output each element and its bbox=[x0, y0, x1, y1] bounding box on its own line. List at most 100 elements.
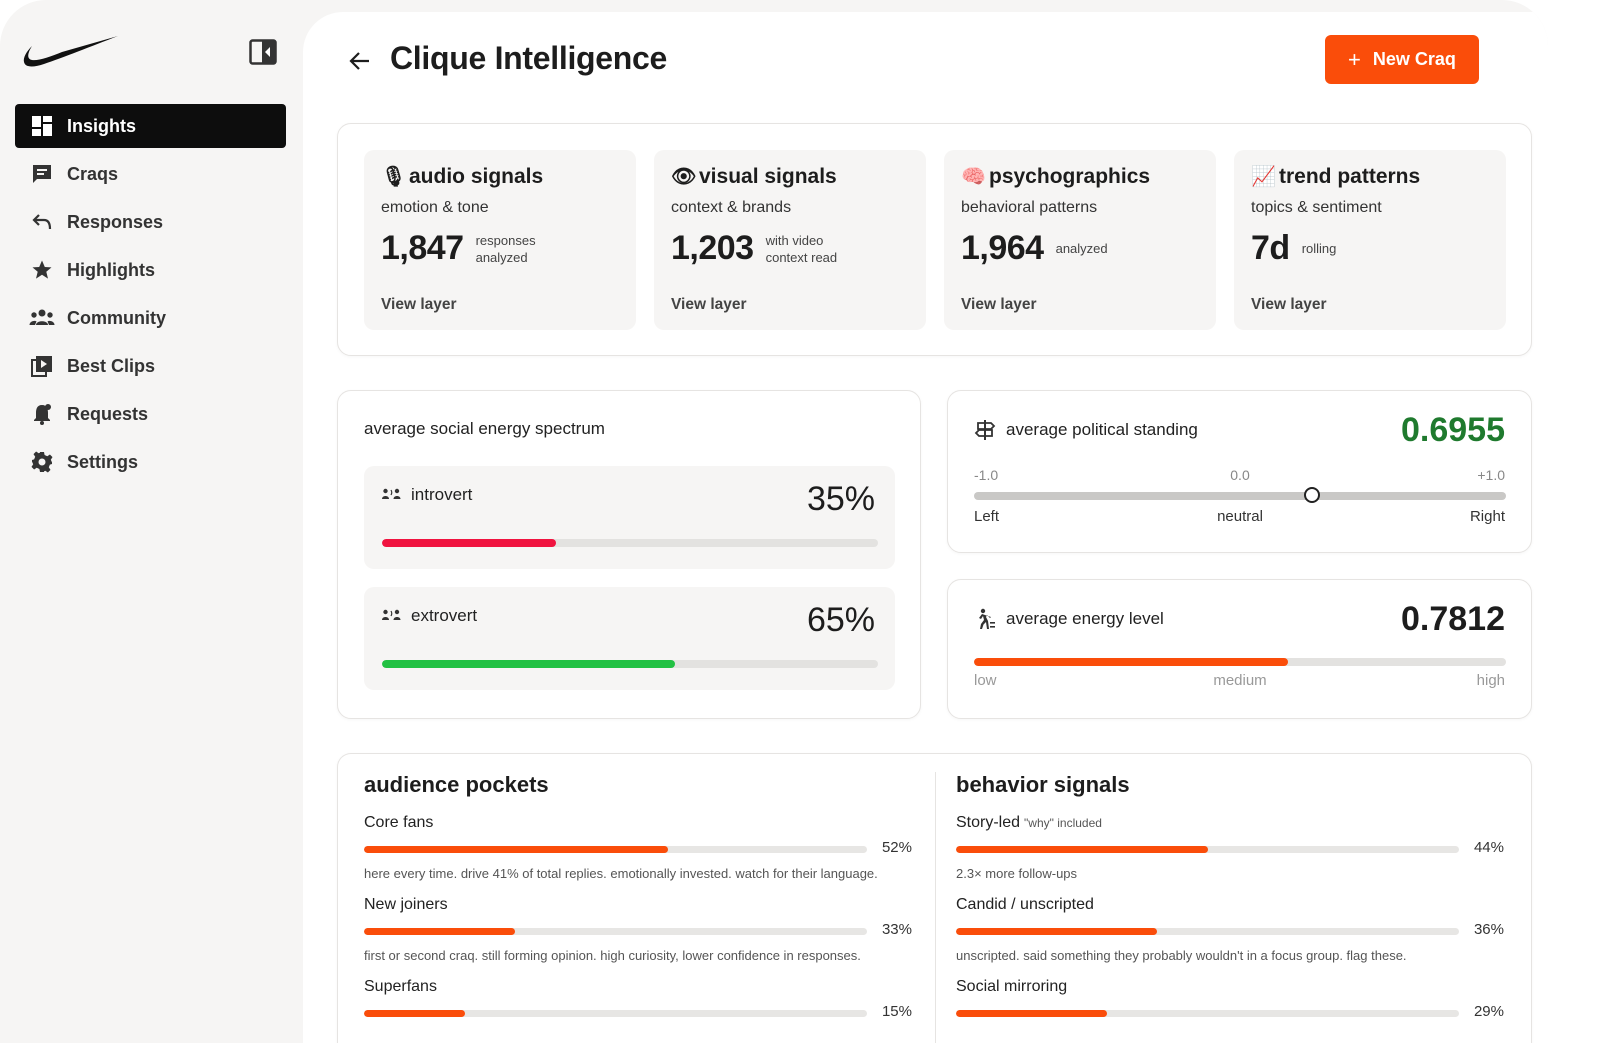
back-arrow-icon[interactable] bbox=[347, 48, 373, 74]
signal-title: trend patterns bbox=[1279, 164, 1421, 188]
reply-icon bbox=[29, 209, 55, 235]
energy-value: 0.7812 bbox=[1401, 600, 1505, 638]
social-energy-card: average social energy spectrum introvert… bbox=[337, 390, 921, 719]
sidebar: Insights Craqs Responses Highlights bbox=[0, 0, 303, 1043]
sidebar-item-label: Highlights bbox=[67, 259, 155, 280]
signal-value: 1,964 bbox=[961, 229, 1044, 267]
behavior-item: Social mirroring 29% bbox=[956, 978, 1504, 1020]
clips-icon bbox=[29, 353, 55, 379]
pocket-item: New joiners 33% first or second craq. st… bbox=[364, 896, 912, 963]
pocket-bar bbox=[364, 928, 867, 935]
main-content: Clique Intelligence + New Craq 🎙 audio si… bbox=[303, 12, 1548, 1043]
view-layer-link[interactable]: View layer bbox=[381, 296, 457, 313]
signal-value: 1,847 bbox=[381, 229, 464, 267]
grid-icon bbox=[29, 113, 55, 139]
view-layer-link[interactable]: View layer bbox=[961, 296, 1037, 313]
signal-subtitle: emotion & tone bbox=[381, 199, 489, 216]
gear-icon bbox=[29, 449, 55, 475]
sidebar-item-responses[interactable]: Responses bbox=[15, 200, 286, 244]
extrovert-bar-fill bbox=[382, 660, 675, 668]
microphone-icon: 🎙 bbox=[381, 166, 407, 188]
energy-label: average energy level bbox=[1006, 609, 1164, 628]
sidebar-item-craqs[interactable]: Craqs bbox=[15, 152, 286, 196]
behavior-description: unscripted. said something they probably… bbox=[956, 948, 1407, 963]
pocket-bar-fill bbox=[364, 846, 669, 853]
signal-layers: 🎙 audio signals emotion & tone 1,847 respo… bbox=[337, 123, 1532, 356]
pockets-behavior-card: audience pockets Core fans 52% here ever… bbox=[337, 753, 1532, 1043]
behavior-percent: 36% bbox=[1473, 921, 1504, 938]
signal-value: 1,203 bbox=[671, 229, 754, 267]
behavior-bar-fill bbox=[956, 1010, 1107, 1017]
behavior-name: Candid / unscripted bbox=[956, 896, 1094, 913]
sidebar-item-insights[interactable]: Insights bbox=[15, 104, 286, 148]
political-slider-track bbox=[974, 487, 1506, 503]
brain-icon: 🧠 bbox=[961, 166, 986, 188]
signal-subtitle: behavioral patterns bbox=[961, 199, 1098, 216]
extrovert-label: extrovert bbox=[411, 606, 478, 625]
extrovert-spectrum: extrovert 65% bbox=[364, 587, 895, 690]
sidebar-item-requests[interactable]: Requests bbox=[15, 392, 286, 436]
people-icon bbox=[29, 305, 55, 331]
signal-subtitle: topics & sentiment bbox=[1251, 199, 1382, 216]
behavior-note: "why" included bbox=[1024, 816, 1102, 830]
behavior-description: 2.3× more follow-ups bbox=[956, 866, 1078, 881]
behavior-bar bbox=[956, 846, 1459, 853]
behavior-name: Story-led bbox=[956, 814, 1021, 831]
page-title: Clique Intelligence bbox=[390, 40, 668, 76]
behavior-signals-title: behavior signals bbox=[956, 772, 1130, 797]
behavior-item: Candid / unscripted 36% unscripted. said… bbox=[956, 896, 1504, 963]
eye-icon: 👁 bbox=[671, 166, 697, 188]
behavior-bar-fill bbox=[956, 846, 1208, 853]
pocket-bar-fill bbox=[364, 1010, 465, 1017]
sidebar-item-best-clips[interactable]: Best Clips bbox=[15, 344, 286, 388]
behavior-item: Story-led "why" included 44% 2.3× more fo… bbox=[956, 814, 1504, 881]
view-layer-link[interactable]: View layer bbox=[1251, 296, 1327, 313]
pocket-percent: 33% bbox=[881, 921, 912, 938]
pocket-percent: 52% bbox=[881, 839, 912, 856]
scale-mid: 0.0 bbox=[1230, 467, 1250, 483]
political-value: 0.6955 bbox=[1401, 411, 1505, 449]
energy-level-card: average energy level 0.7812 low medium h… bbox=[947, 579, 1532, 719]
left-label: Left bbox=[974, 508, 1000, 525]
audience-pockets-title: audience pockets bbox=[364, 772, 549, 797]
signal-subtitle: context & brands bbox=[671, 199, 792, 216]
signal-card-psychographics[interactable]: 🧠 psychographics behavioral patterns 1,96… bbox=[944, 150, 1216, 330]
energy-medium-label: medium bbox=[1213, 672, 1267, 689]
sidebar-item-highlights[interactable]: Highlights bbox=[15, 248, 286, 292]
political-label: average political standing bbox=[1006, 420, 1198, 439]
signal-card-visual[interactable]: 👁 visual signals context & brands 1,203 wi… bbox=[654, 150, 926, 330]
sidebar-item-settings[interactable]: Settings bbox=[15, 440, 286, 484]
view-layer-link[interactable]: View layer bbox=[671, 296, 747, 313]
signal-card-audio[interactable]: 🎙 audio signals emotion & tone 1,847 respo… bbox=[364, 150, 636, 330]
political-slider-knob bbox=[1303, 487, 1320, 503]
sidebar-item-label: Settings bbox=[67, 451, 139, 472]
behavior-name: Social mirroring bbox=[956, 978, 1068, 995]
signal-value: 7d bbox=[1251, 229, 1290, 267]
pocket-item: Core fans 52% here every time. drive 41%… bbox=[364, 814, 912, 881]
social-energy-label: average social energy spectrum bbox=[364, 419, 605, 438]
extrovert-value: 65% bbox=[806, 601, 875, 639]
people-talk-icon bbox=[382, 609, 402, 624]
sidebar-item-label: Community bbox=[67, 307, 166, 328]
behavior-bar bbox=[956, 1010, 1459, 1017]
pocket-bar bbox=[364, 846, 867, 853]
sidebar-collapse-icon[interactable] bbox=[248, 38, 278, 66]
energy-bar-fill bbox=[974, 658, 1288, 666]
app-frame: Insights Craqs Responses Highlights bbox=[0, 0, 1548, 1043]
signal-title: visual signals bbox=[699, 164, 837, 188]
energy-bar bbox=[974, 658, 1506, 666]
new-craq-label: New Craq bbox=[1372, 49, 1456, 69]
signal-unit: analyzed bbox=[1055, 241, 1108, 256]
signal-unit: with video context read bbox=[765, 232, 838, 265]
introvert-bar-fill bbox=[382, 539, 556, 547]
energy-high-label: high bbox=[1476, 672, 1505, 689]
pocket-bar bbox=[364, 1010, 867, 1017]
swoosh-logo[interactable] bbox=[22, 34, 120, 72]
signal-card-trend[interactable]: 📈 trend patterns topics & sentiment 7d rol… bbox=[1234, 150, 1506, 330]
scale-min: -1.0 bbox=[974, 467, 999, 483]
political-standing-card: average political standing 0.6955 -1.0 0… bbox=[947, 390, 1532, 553]
new-craq-button[interactable]: + New Craq bbox=[1325, 35, 1479, 84]
pocket-name: Core fans bbox=[364, 814, 434, 831]
sidebar-item-community[interactable]: Community bbox=[15, 296, 286, 340]
pocket-percent: 15% bbox=[881, 1003, 912, 1020]
